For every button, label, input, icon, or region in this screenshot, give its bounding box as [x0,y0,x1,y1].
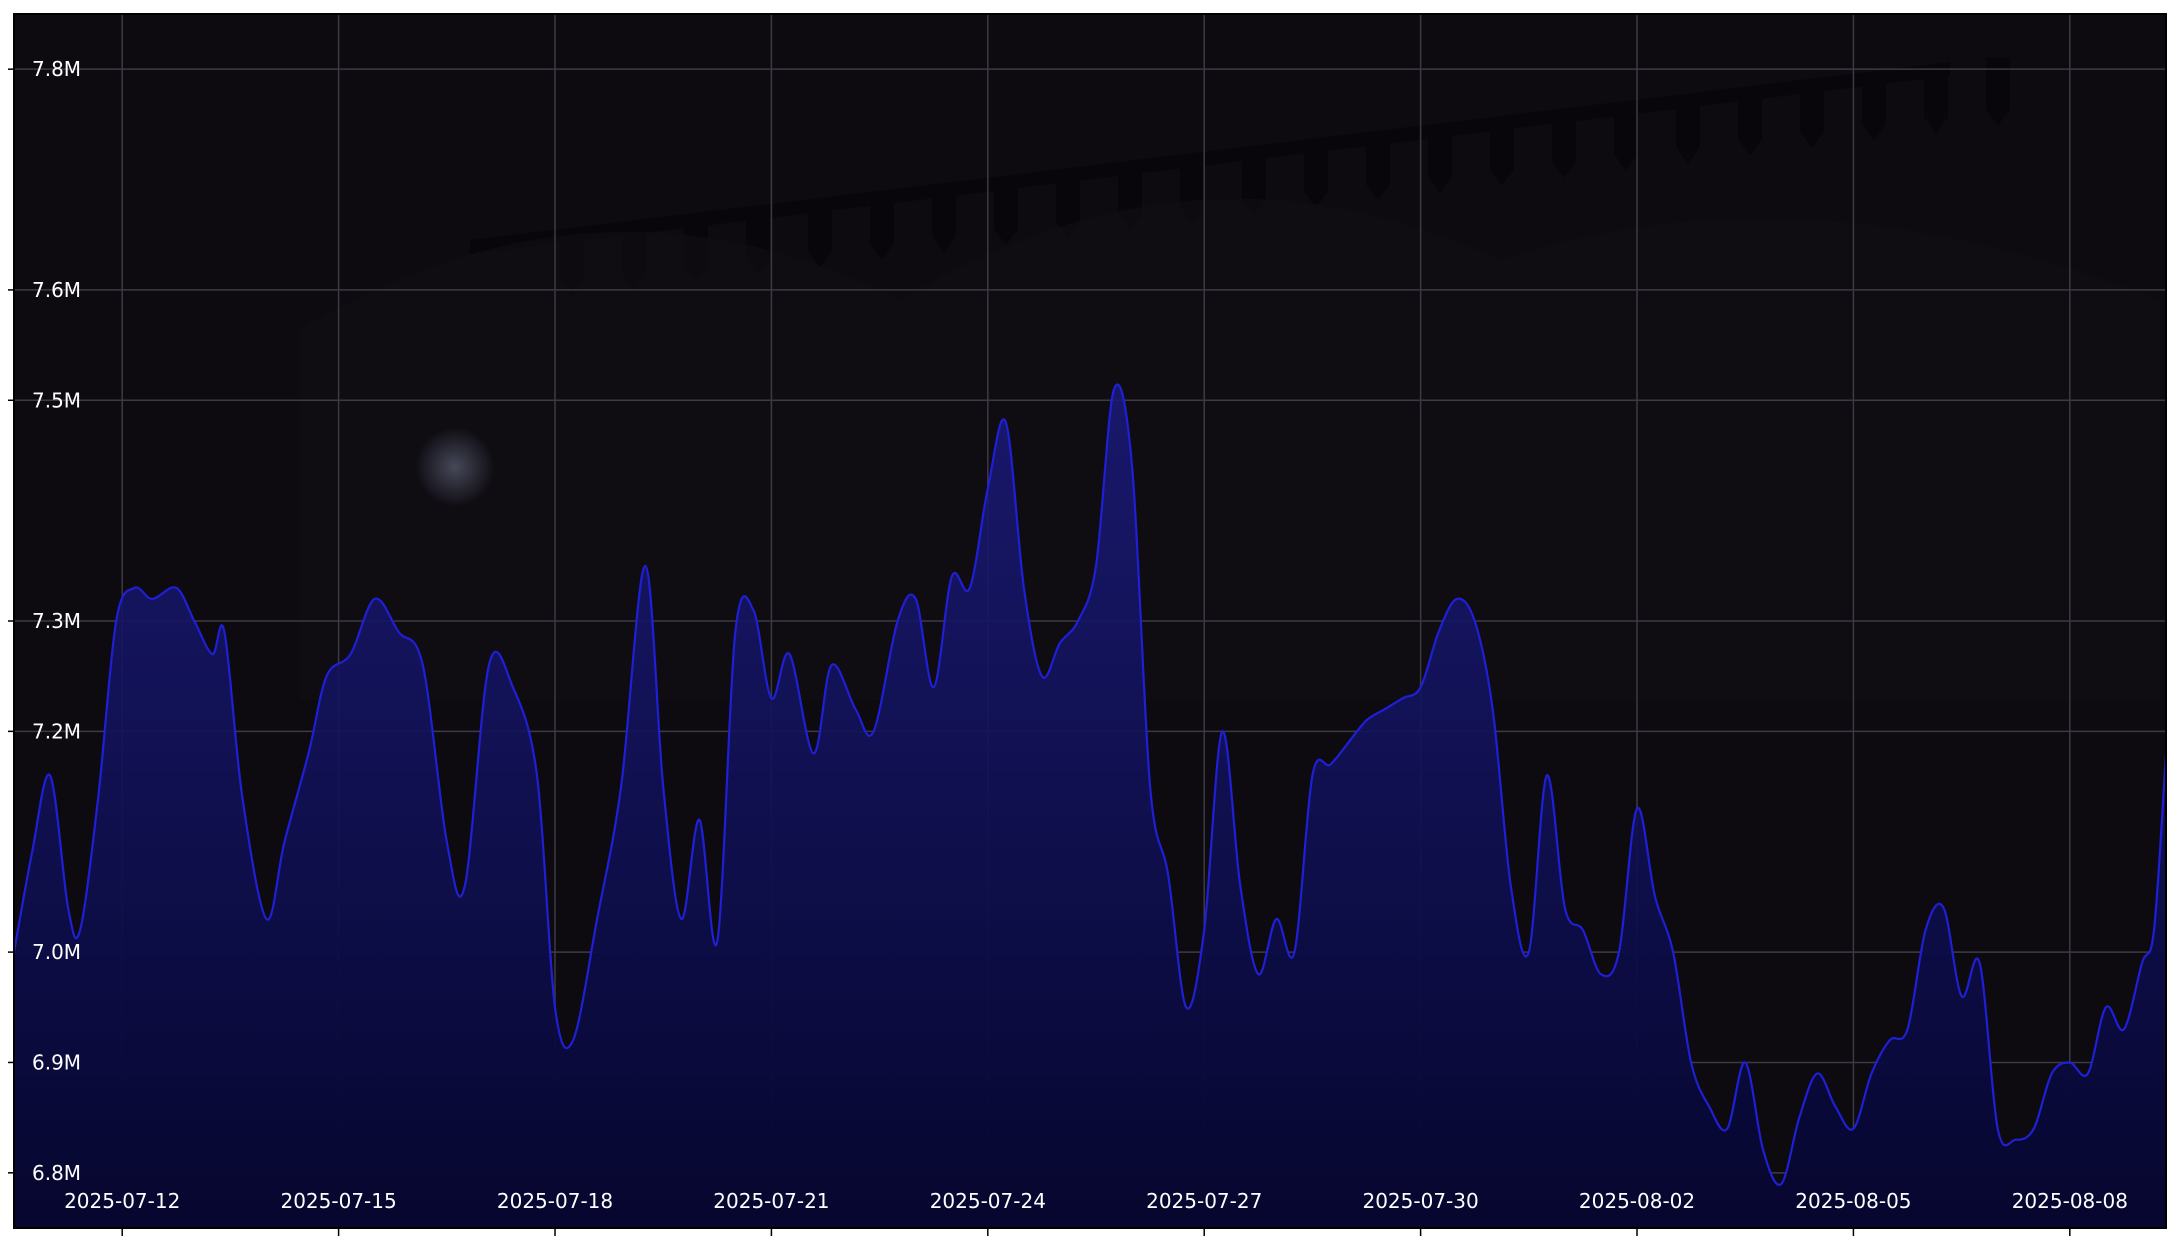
series-area-fill [14,384,2166,1228]
x-tick-label: 2025-07-24 [930,1189,1046,1213]
y-tick-label: 7.8M [32,57,81,81]
x-tick-label: 2025-08-08 [2012,1189,2128,1213]
y-tick-label: 6.9M [32,1050,81,1074]
x-tick-label: 2025-07-12 [64,1189,180,1213]
x-tick-label: 2025-07-27 [1146,1189,1262,1213]
y-tick-label: 7.3M [32,609,81,633]
x-tick-label: 2025-08-02 [1579,1189,1695,1213]
x-tick-label: 2025-07-30 [1362,1189,1478,1213]
y-tick-label: 7.2M [32,719,81,743]
background-scene [300,57,2160,700]
plot-frame [13,13,2167,1229]
y-tick-label: 7.6M [32,278,81,302]
y-tick-label: 7.0M [32,940,81,964]
y-axis: 6.8M 6.9M 7.0M 7.2M 7.3M 7.5M 7.6M 7.8M [8,57,81,1185]
x-tick-label: 2025-07-15 [280,1189,396,1213]
glow-light [415,427,495,507]
series-line [12,383,2168,1186]
x-tick-label: 2025-07-18 [497,1189,613,1213]
x-tick-label: 2025-08-05 [1795,1189,1911,1213]
x-axis: 2025-07-12 2025-07-15 2025-07-18 2025-07-21… [64,1189,2128,1236]
y-tick-label: 7.5M [32,388,81,412]
x-tick-label: 2025-07-21 [713,1189,829,1213]
y-tick-label: 6.8M [32,1161,81,1185]
